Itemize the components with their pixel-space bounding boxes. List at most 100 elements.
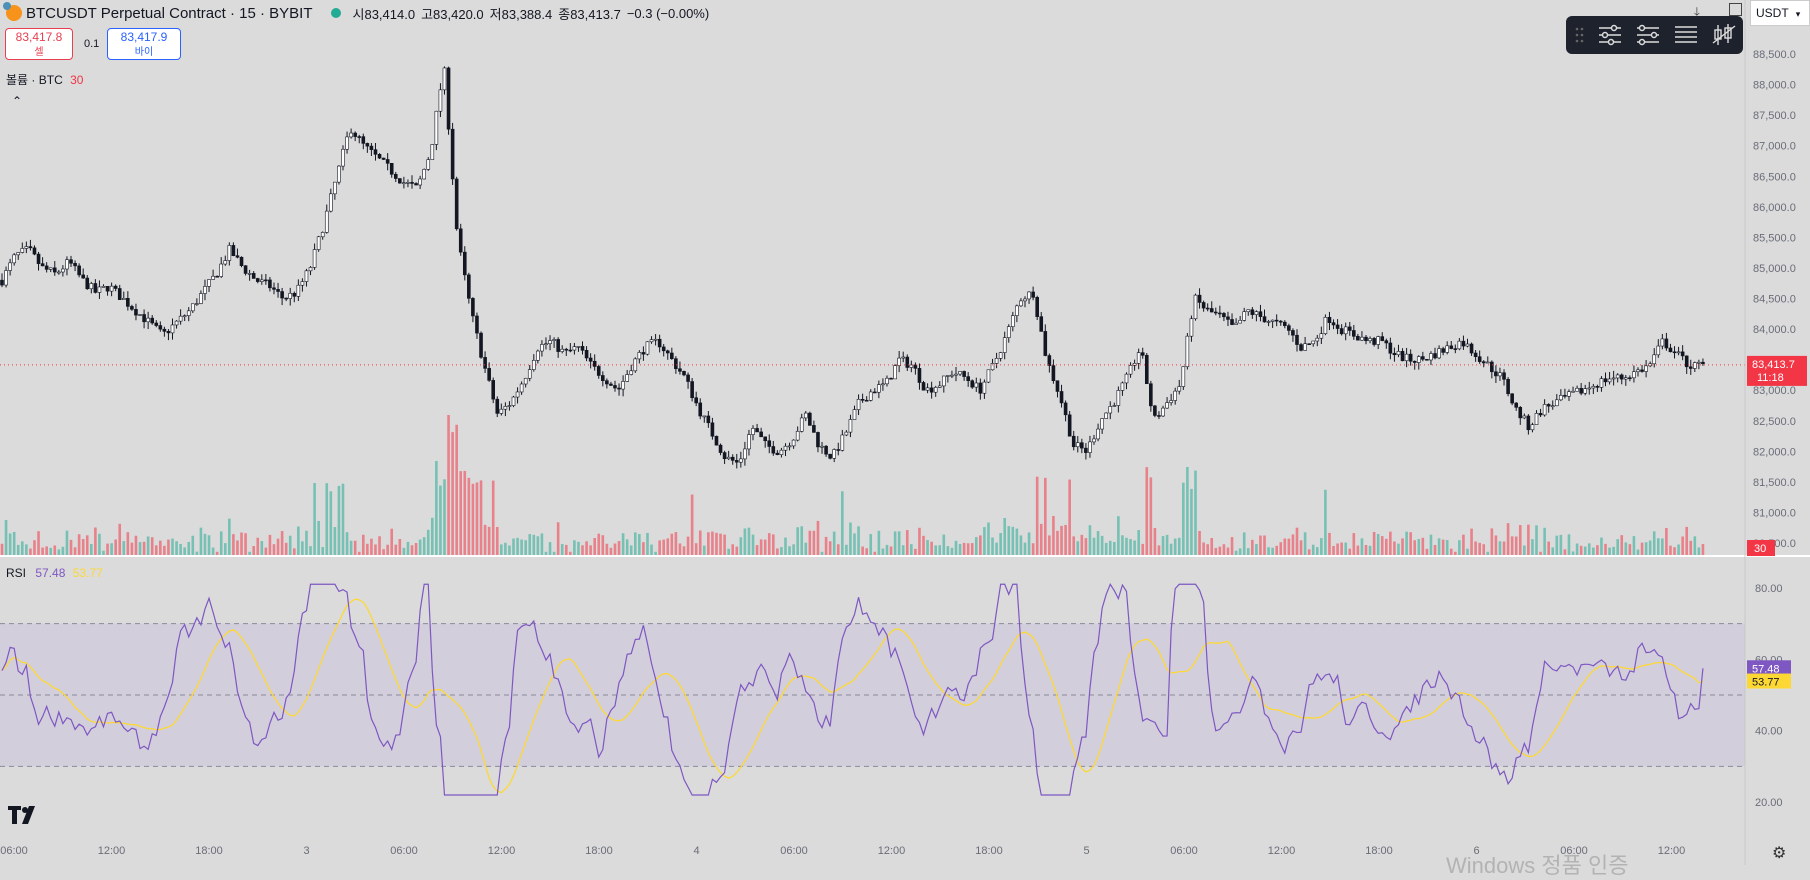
volume-bar [16, 544, 20, 555]
volume-bar [747, 527, 751, 555]
volume-bar [670, 533, 674, 555]
volume-bar [1202, 542, 1205, 555]
volume-bar [264, 547, 268, 555]
volume-bar [1531, 539, 1534, 555]
candle-body [1453, 348, 1458, 350]
volume-bar [922, 535, 925, 555]
indicator-settings-icon[interactable] [1596, 21, 1624, 49]
candle-body [799, 417, 804, 432]
market-status-icon[interactable] [330, 8, 341, 18]
volume-bar [211, 547, 215, 555]
candle-body [1457, 340, 1462, 350]
candle-body [398, 178, 402, 184]
candle-body [1104, 412, 1108, 419]
candle-body [588, 357, 593, 362]
volume-bar [1409, 532, 1412, 555]
candle-body [1490, 361, 1494, 373]
candle-body [255, 278, 260, 282]
candle-body [320, 232, 325, 238]
volume-bar [1563, 549, 1567, 555]
candle-body [158, 325, 163, 330]
candle-body [596, 366, 601, 376]
volume-bar [1031, 543, 1035, 555]
buy-button[interactable]: 83,417.9 바이 [107, 28, 181, 60]
candle-body [613, 385, 617, 389]
volume-bar [321, 547, 325, 555]
volume-bar [406, 541, 410, 555]
volume-bar [1543, 527, 1546, 555]
candle-body [48, 267, 53, 270]
candle-body [227, 245, 232, 261]
price-axis[interactable]: 88,500.0 88,000.0 87,500.0 87,000.0 86,500.0… [1744, 0, 1796, 865]
candle-body [1084, 447, 1088, 453]
volume-bar [698, 530, 702, 555]
candle-body [8, 262, 12, 271]
volume-bar [1661, 538, 1664, 555]
tradingview-logo-icon[interactable] [8, 806, 42, 824]
candle-body [1473, 352, 1478, 357]
fullscreen-icon[interactable] [1729, 3, 1742, 16]
volume-bar [317, 520, 320, 555]
candle-body [89, 283, 94, 290]
candle-body [1559, 395, 1563, 401]
candle-body [28, 246, 33, 249]
candle-body [1530, 424, 1535, 431]
candle-body [32, 247, 37, 255]
candle-body [1445, 345, 1449, 353]
settings-gear-icon[interactable]: ⚙ [1772, 845, 1787, 862]
volume-bar [154, 545, 158, 555]
candle-body [1197, 294, 1202, 303]
candle-body [1599, 378, 1604, 388]
candle-body [1644, 365, 1648, 372]
candle-body [1518, 407, 1523, 419]
buy-label: 바이 [134, 47, 154, 58]
candle-body [560, 348, 565, 352]
candle-body [1254, 311, 1259, 315]
time-axis[interactable]: 06:00 12:00 18:00 3 06:00 12:00 18:00 4 06:00 12:… [0, 845, 1685, 857]
sell-price: 83,417.8 [15, 30, 63, 44]
candle-body [312, 249, 317, 268]
volume-bar [1673, 547, 1676, 555]
candle-body [1542, 404, 1547, 416]
volume-bar [1218, 546, 1222, 555]
time-tick-label: 5 [1083, 845, 1089, 857]
volume-legend[interactable]: 볼륨 · BTC 30 [6, 71, 83, 88]
download-icon[interactable]: ⤓ [1694, 4, 1700, 19]
candle-body [527, 369, 532, 379]
candle-body [166, 331, 171, 334]
menu-lines-icon[interactable] [1672, 21, 1700, 49]
candle-body [12, 254, 16, 264]
collapse-legend-icon[interactable]: ⌃ [12, 94, 23, 108]
drag-handle-icon[interactable] [1574, 25, 1586, 45]
candle-body [85, 277, 90, 290]
sell-button[interactable]: 83,417.8 셀 [5, 28, 73, 60]
object-tree-icon[interactable] [1634, 21, 1662, 49]
price-tick-label: 87,500.0 [1753, 110, 1796, 122]
volume-bar [73, 547, 77, 555]
volume-bar [8, 533, 12, 555]
volume-bar [325, 483, 329, 555]
candle-body [767, 440, 772, 447]
volume-bar [1482, 544, 1486, 555]
currency-select[interactable]: USDT ▾ [1750, 0, 1810, 26]
volume-bar [707, 532, 710, 555]
candles-tool-icon[interactable] [1710, 21, 1738, 49]
candle-body [1116, 390, 1121, 406]
volume-bar [260, 541, 264, 555]
candle-body [1615, 374, 1620, 379]
volume-bar [313, 483, 316, 555]
rsi-legend[interactable]: RSI 57.48 53.77 [6, 566, 103, 580]
volume-bar [556, 522, 560, 555]
rsi-pane [0, 582, 1745, 796]
symbol-title[interactable]: BTCUSDT Perpetual Contract · 15 · BYBIT [26, 4, 313, 22]
candle-body [1149, 383, 1153, 407]
volume-bar [1137, 530, 1140, 555]
volume-bar [743, 528, 747, 555]
volume-bar [122, 541, 126, 555]
candle-body [1506, 378, 1510, 395]
volume-bar [1307, 549, 1311, 555]
candle-body [1388, 342, 1393, 354]
candle-body [199, 293, 203, 304]
